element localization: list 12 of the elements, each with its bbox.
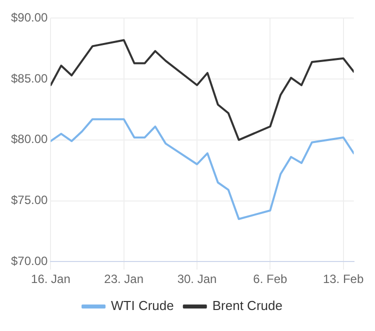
y-tick-label: $85.00 bbox=[11, 71, 48, 86]
y-tick-label: $90.00 bbox=[11, 10, 48, 25]
y-tick-label: $80.00 bbox=[11, 132, 48, 146]
legend-label: WTI Crude bbox=[111, 298, 174, 314]
x-tick-label: 23. Jan bbox=[104, 272, 144, 286]
x-tick-label: 6. Feb bbox=[253, 272, 288, 286]
x-tick-label: 16. Jan bbox=[31, 272, 70, 286]
y-tick-label: $75.00 bbox=[11, 193, 48, 208]
x-tick-label: 13. Feb bbox=[322, 272, 364, 286]
legend-label: Brent Crude bbox=[212, 298, 282, 314]
x-tick-label: 30. Jan bbox=[177, 272, 217, 286]
y-tick-label: $70.00 bbox=[11, 254, 48, 268]
